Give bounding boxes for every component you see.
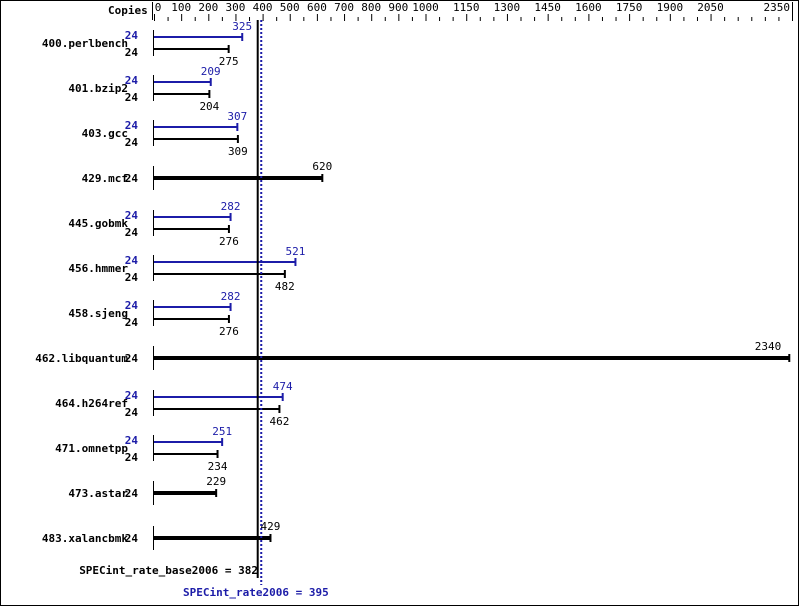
axis-tick-label: 500 — [280, 1, 300, 14]
axis-tick-label: 1000 — [412, 1, 439, 14]
base-copies: 24 — [125, 172, 139, 185]
peak-copies: 24 — [125, 389, 139, 402]
base-value-label: 482 — [275, 280, 295, 293]
benchmark-label: 464.h264ref — [55, 397, 128, 410]
peak-copies: 24 — [125, 299, 139, 312]
base-copies: 24 — [125, 316, 139, 329]
axis-tick-label: 1150 — [453, 1, 480, 14]
axis-tick-label: 200 — [198, 1, 218, 14]
peak-value-label: 282 — [221, 290, 241, 303]
peak-value-label: 474 — [273, 380, 293, 393]
axis-tick-label: 400 — [253, 1, 273, 14]
base-value-label: 462 — [269, 415, 289, 428]
base-value-label: 204 — [199, 100, 219, 113]
benchmark-label: 471.omnetpp — [55, 442, 128, 455]
peak-copies: 24 — [125, 209, 139, 222]
peak-copies: 24 — [125, 29, 139, 42]
peak-value-label: 282 — [221, 200, 241, 213]
axis-tick-label: 1900 — [657, 1, 684, 14]
axis-tick-label: 1750 — [616, 1, 643, 14]
base-summary-label: SPECint_rate_base2006 = 382 — [79, 564, 258, 577]
base-value-label: 276 — [219, 235, 239, 248]
base-value-label: 234 — [208, 460, 228, 473]
peak-copies: 24 — [125, 434, 139, 447]
axis-label: Copies — [108, 4, 148, 17]
axis-tick-label: 800 — [361, 1, 381, 14]
peak-value-label: 521 — [286, 245, 306, 258]
peak-value-label: 325 — [232, 20, 252, 33]
base-copies: 24 — [125, 46, 139, 59]
axis-tick-label: 700 — [334, 1, 354, 14]
base-value-label: 229 — [206, 475, 226, 488]
base-copies: 24 — [125, 226, 139, 239]
base-value-label: 429 — [261, 520, 281, 533]
base-copies: 24 — [125, 91, 139, 104]
axis-tick-label: 2350 — [764, 1, 791, 14]
peak-copies: 24 — [125, 254, 139, 267]
benchmark-label: 429.mcf — [82, 172, 128, 185]
benchmark-label: 401.bzip2 — [68, 82, 128, 95]
peak-copies: 24 — [125, 119, 139, 132]
axis-tick-label: 1600 — [575, 1, 602, 14]
axis-tick-label: 1450 — [534, 1, 561, 14]
peak-value-label: 307 — [227, 110, 247, 123]
base-value-label: 2340 — [755, 340, 782, 353]
peak-value-label: 251 — [212, 425, 232, 438]
benchmark-label: 400.perlbench — [42, 37, 128, 50]
benchmark-label: 473.astar — [68, 487, 128, 500]
benchmark-label: 456.hmmer — [68, 262, 128, 275]
benchmark-label: 445.gobmk — [68, 217, 128, 230]
base-value-label: 309 — [228, 145, 248, 158]
base-value-label: 620 — [312, 160, 332, 173]
benchmark-label: 462.libquantum — [35, 352, 128, 365]
axis-tick-label: 0 — [155, 1, 162, 14]
peak-copies: 24 — [125, 74, 139, 87]
axis-tick-label: 1300 — [494, 1, 521, 14]
base-copies: 24 — [125, 451, 139, 464]
base-copies: 24 — [125, 136, 139, 149]
base-copies: 24 — [125, 532, 139, 545]
base-value-label: 276 — [219, 325, 239, 338]
base-copies: 24 — [125, 487, 139, 500]
axis-tick-label: 2050 — [697, 1, 724, 14]
base-copies: 24 — [125, 271, 139, 284]
axis-tick-label: 300 — [226, 1, 246, 14]
base-value-label: 275 — [219, 55, 239, 68]
peak-value-label: 209 — [201, 65, 221, 78]
axis-tick-label: 100 — [171, 1, 191, 14]
benchmark-label: 458.sjeng — [68, 307, 128, 320]
axis-tick-label: 900 — [388, 1, 408, 14]
peak-summary-label: SPECint_rate2006 = 395 — [183, 586, 329, 599]
benchmark-label: 403.gcc — [82, 127, 128, 140]
benchmark-label: 483.xalancbmk — [42, 532, 128, 545]
base-copies: 24 — [125, 406, 139, 419]
axis-tick-label: 600 — [307, 1, 327, 14]
base-copies: 24 — [125, 352, 139, 365]
